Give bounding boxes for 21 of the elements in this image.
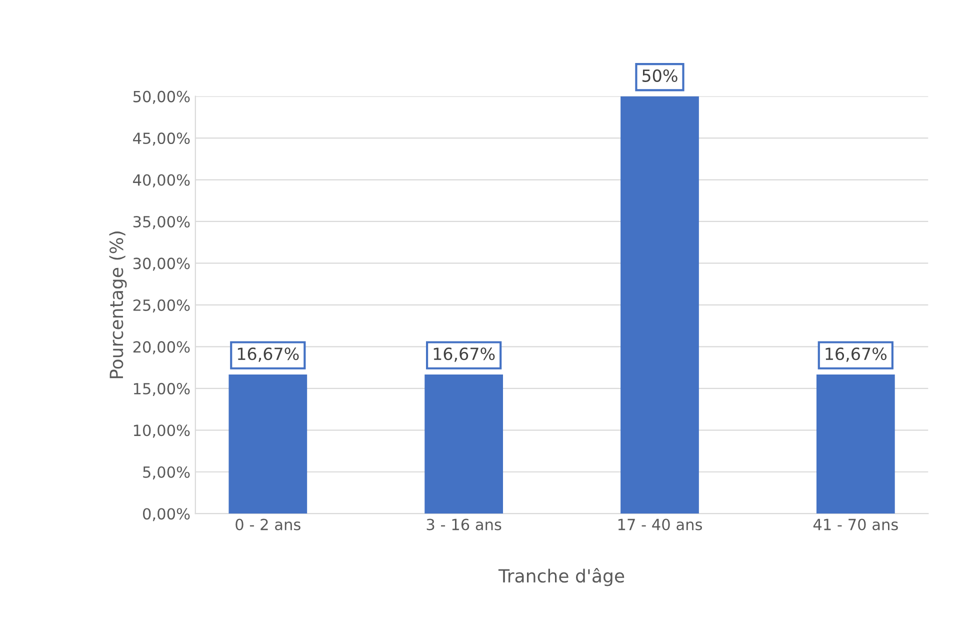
- data-label: 16,67%: [826, 348, 887, 362]
- x-tick-label: 17 - 40 ans: [618, 518, 702, 530]
- x-tick-label: 3 - 16 ans: [426, 518, 502, 530]
- y-tick-label: 40,00%: [133, 174, 190, 188]
- y-axis-title: Pourcentage (%): [109, 232, 127, 378]
- y-tick-label: 15,00%: [134, 382, 190, 396]
- data-label: 50%: [642, 69, 678, 82]
- y-tick-label: 0,00%: [143, 508, 190, 522]
- data-label: 16,67%: [238, 348, 299, 362]
- data-label: 16,67%: [434, 348, 495, 362]
- y-tick-label: 45,00%: [133, 132, 190, 146]
- x-tick-label: 41 - 70 ans: [813, 518, 898, 530]
- y-tick-label: 20,00%: [133, 341, 190, 354]
- y-tick-label: 25,00%: [133, 299, 190, 313]
- y-tick-label: 10,00%: [134, 424, 190, 438]
- x-axis-title: Tranche d'âge: [498, 568, 624, 586]
- y-tick-label: 50,00%: [133, 90, 190, 104]
- x-tick-label: 0 - 2 ans: [236, 518, 300, 530]
- y-tick-label: 35,00%: [133, 216, 190, 230]
- y-tick-label: 30,00%: [133, 258, 190, 271]
- y-tick-label: 5,00%: [143, 466, 190, 480]
